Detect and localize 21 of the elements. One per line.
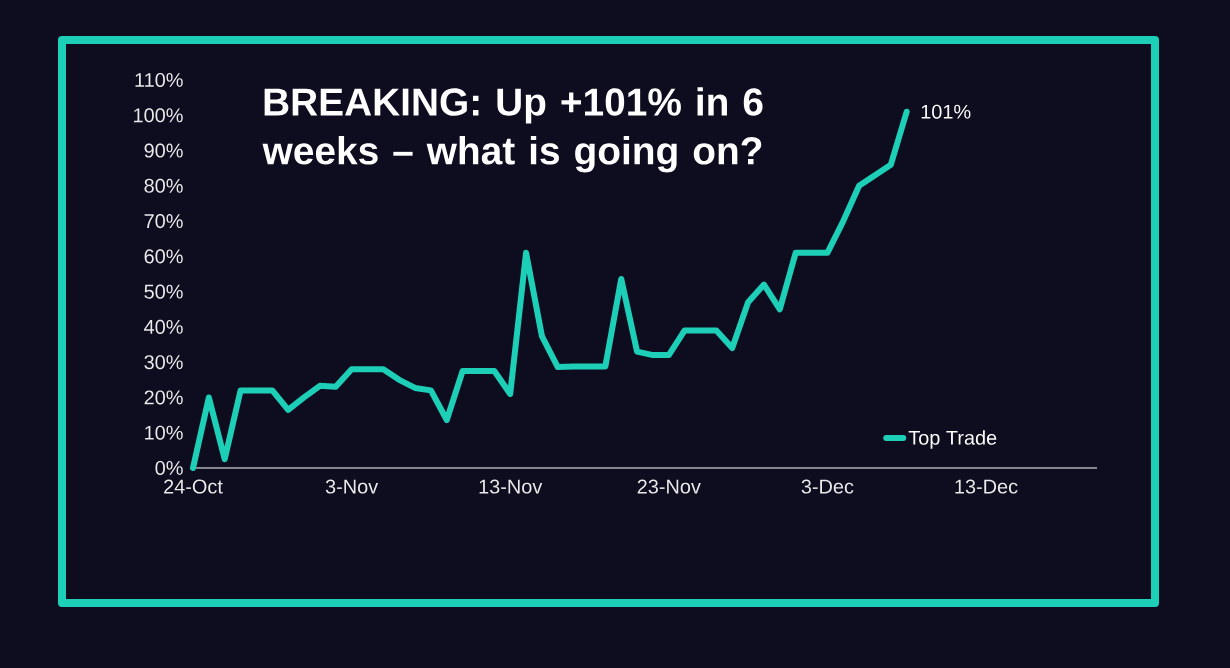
y-tick-label: 30% — [144, 355, 183, 370]
y-tick-label: 70% — [144, 214, 183, 229]
y-tick-label: 80% — [144, 178, 183, 193]
y-tick-label: 110% — [135, 72, 183, 88]
y-tick-label: 50% — [144, 284, 183, 299]
legend-label: Top Trade — [908, 430, 997, 449]
x-tick-label: 24-Oct — [164, 479, 223, 494]
x-tick-label: 3-Nov — [325, 479, 379, 494]
x-tick-label: 23-Nov — [637, 479, 701, 494]
y-tick-label: 60% — [144, 249, 183, 264]
x-tick-label: 13-Dec — [955, 479, 1018, 494]
x-tick-label: 13-Nov — [479, 479, 543, 494]
annotation: 101% — [921, 104, 971, 119]
y-tick-label: 90% — [144, 143, 183, 158]
x-tick-label: 3-Dec — [801, 479, 854, 494]
y-tick-label: 10% — [145, 425, 183, 440]
y-tick-label: 20% — [144, 390, 183, 405]
y-tick-label: 100% — [134, 108, 183, 123]
y-tick-label: 40% — [144, 319, 183, 334]
text: BREAKING: Up +101% in 6 weeks – what is going on? — [262, 87, 763, 173]
y-tick-label: 0% — [155, 460, 183, 476]
